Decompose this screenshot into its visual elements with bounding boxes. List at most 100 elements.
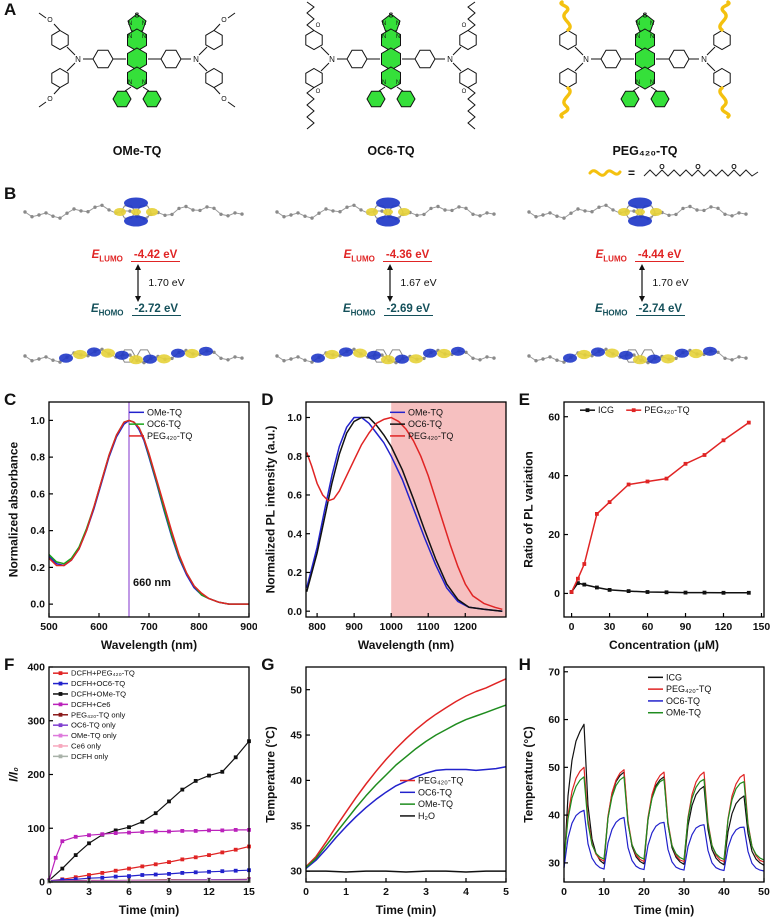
svg-text:PEG₄₂₀-TQ: PEG₄₂₀-TQ (147, 431, 192, 441)
svg-text:N: N (396, 80, 400, 86)
svg-text:6: 6 (126, 886, 132, 898)
peg-equals-sign: = (627, 166, 635, 180)
svg-text:100: 100 (27, 823, 45, 835)
bandgap-value: 1.70 eV (148, 277, 185, 289)
svg-text:30: 30 (291, 866, 303, 878)
svg-text:70: 70 (548, 666, 560, 678)
svg-text:40: 40 (548, 470, 560, 482)
chart-photothermal-cycles: 0 10 20 30 40 50 30 40 50 60 70 Time (min) Temperatu… (521, 666, 770, 917)
svg-text:20: 20 (638, 886, 650, 898)
panel-label-g: G (261, 655, 275, 674)
panel-f: F 0 3 6 9 12 15 0 100 200 300 400 Time (min) I/I₀ DCF… (0, 655, 257, 920)
homo-label: EHOMO (90, 303, 124, 318)
svg-text:500: 500 (40, 621, 58, 633)
svg-text:DCFH only: DCFH only (71, 752, 108, 761)
panel-label-f: F (4, 655, 15, 674)
svg-text:200: 200 (27, 769, 45, 781)
chart-absorbance: 660 nm 500 600 700 800 900 0.0 0.2 0.4 0.6 0.8 1.0 W… (7, 401, 257, 652)
svg-text:0.8: 0.8 (30, 452, 45, 464)
svg-text:N: N (75, 55, 81, 64)
svg-text:45: 45 (291, 730, 303, 742)
svg-text:1000: 1000 (380, 621, 404, 633)
chart-ros-generation: 0 3 6 9 12 15 0 100 200 300 400 Time (min) I/I₀ DCFH+… (7, 662, 255, 917)
svg-text:Wavelength (nm): Wavelength (nm) (101, 638, 197, 652)
svg-text:N: N (382, 21, 386, 27)
svg-text:5: 5 (503, 886, 509, 898)
svg-text:4: 4 (463, 886, 469, 898)
energy-levels: ELUMO -4.42 eV 1.70 eV EHOMO -2.72 eV (87, 240, 185, 326)
peg-chain-legend: = O O O (587, 164, 762, 182)
svg-text:40: 40 (718, 886, 730, 898)
svg-text:OMe-TQ: OMe-TQ (147, 407, 182, 417)
svg-text:O: O (47, 96, 53, 103)
svg-text:N: N (329, 55, 335, 64)
svg-text:Normalized PL intensity (a.u.): Normalized PL intensity (a.u.) (264, 426, 278, 594)
svg-text:800: 800 (190, 621, 208, 633)
peg-chain-icon (588, 169, 622, 177)
svg-text:50: 50 (291, 684, 303, 696)
svg-text:Temperature (°C): Temperature (°C) (264, 726, 278, 823)
svg-text:Concentration (μM): Concentration (μM) (609, 638, 719, 652)
svg-text:0: 0 (46, 886, 52, 898)
svg-text:N: N (636, 34, 640, 40)
orbital-cell-ome-tq: ELUMO -4.42 eV 1.70 eV EHOMO -2.72 eV (10, 184, 262, 386)
homo-label: EHOMO (342, 303, 376, 318)
svg-text:0.6: 0.6 (30, 488, 45, 500)
svg-text:50: 50 (548, 762, 560, 774)
svg-text:O: O (462, 23, 467, 29)
panel-label-d: D (261, 390, 274, 409)
molecule-structure-peg420-tq-icon: SN NN NN NN N (559, 0, 731, 119)
svg-text:20: 20 (548, 529, 560, 541)
svg-text:O: O (695, 164, 701, 171)
svg-text:40: 40 (548, 810, 560, 822)
svg-text:PEG₄₂₀-TQ: PEG₄₂₀-TQ (408, 431, 453, 441)
svg-text:ICG: ICG (598, 405, 614, 415)
homo-energy-value: -2.69 eV (383, 303, 434, 316)
lumo-energy-value: -4.44 eV (634, 249, 685, 262)
panel-g: G 0 1 2 3 4 5 30 35 40 45 50 Time (min) Temperature … (257, 655, 514, 920)
svg-text:0.2: 0.2 (288, 567, 303, 579)
homo-label: EHOMO (594, 303, 628, 318)
svg-text:OC6-TQ only: OC6-TQ only (71, 721, 116, 730)
svg-text:30: 30 (603, 621, 615, 633)
svg-text:9: 9 (166, 886, 172, 898)
molecule-name: OC6-TQ (367, 144, 415, 158)
svg-text:0.4: 0.4 (30, 525, 45, 537)
svg-text:660 nm: 660 nm (133, 577, 171, 589)
svg-text:I/I₀: I/I₀ (7, 767, 21, 782)
homo-orbital-icon (527, 346, 748, 365)
homo-orbital-icon (23, 346, 244, 365)
svg-text:DCFH+PEG₄₂₀-TQ: DCFH+PEG₄₂₀-TQ (71, 669, 135, 678)
svg-text:15: 15 (243, 886, 255, 898)
svg-text:N: N (396, 21, 400, 27)
svg-text:Ce6 only: Ce6 only (71, 741, 101, 750)
charts-row-2: F 0 3 6 9 12 15 0 100 200 300 400 Time (min) I/I₀ DCF… (0, 655, 772, 920)
svg-text:OMe-TQ: OMe-TQ (418, 799, 453, 809)
svg-text:N: N (636, 21, 640, 27)
svg-text:Time (min): Time (min) (376, 903, 436, 917)
svg-text:N: N (142, 21, 146, 27)
svg-text:0: 0 (39, 877, 45, 889)
panel-label-h: H (518, 655, 531, 674)
svg-text:30: 30 (678, 886, 690, 898)
svg-text:700: 700 (140, 621, 158, 633)
energy-levels: ELUMO -4.44 eV 1.70 eV EHOMO -2.74 eV (591, 240, 689, 326)
svg-text:N: N (583, 55, 589, 64)
bandgap-value: 1.70 eV (652, 277, 689, 289)
lumo-energy-value: -4.36 eV (382, 249, 433, 262)
svg-text:0: 0 (561, 886, 567, 898)
lumo-label: ELUMO (595, 248, 627, 263)
svg-text:400: 400 (27, 662, 45, 674)
panel-label-c: C (4, 390, 17, 409)
svg-text:N: N (193, 55, 199, 64)
svg-text:Ratio of PL variation: Ratio of PL variation (521, 451, 535, 567)
svg-text:O: O (316, 89, 321, 95)
svg-text:1100: 1100 (417, 621, 440, 633)
